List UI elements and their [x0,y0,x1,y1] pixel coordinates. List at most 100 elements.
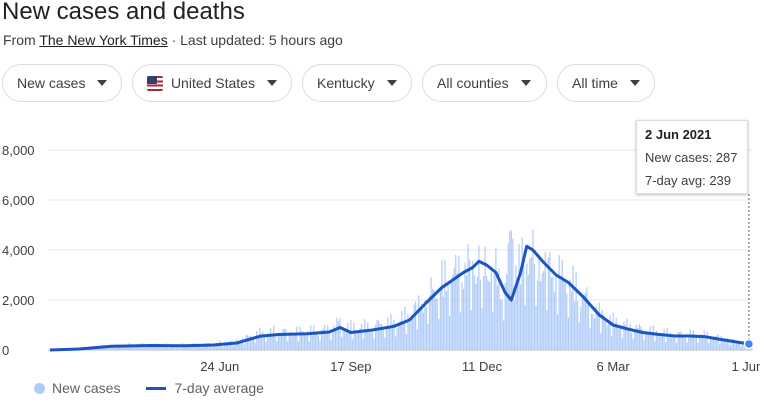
new-cases-bar [583,294,585,350]
new-cases-bar [388,327,391,350]
new-cases-bar [291,336,293,350]
new-cases-bar [648,334,650,350]
new-cases-bar [614,327,616,350]
state-dropdown-label: Kentucky [317,75,375,91]
metric-dropdown-label: New cases [17,75,86,91]
new-cases-bar [674,335,676,350]
county-dropdown[interactable]: All counties [422,64,547,102]
new-cases-bar [416,329,418,350]
new-cases-bar [654,341,656,350]
source-link[interactable]: The New York Times [39,32,168,48]
metric-dropdown[interactable]: New cases [2,64,122,102]
new-cases-bar [581,297,583,350]
new-cases-bar [751,347,753,350]
new-cases-bar [643,340,645,350]
new-cases-bar [344,330,346,350]
new-cases-bar [685,338,687,350]
new-cases-bar [649,326,651,350]
new-cases-bar [382,329,384,350]
new-cases-bar [644,334,647,350]
new-cases-bar [515,264,517,350]
new-cases-bar [629,323,631,350]
new-cases-bar [577,300,579,350]
new-cases-bar [314,333,316,350]
new-cases-bar [637,327,639,350]
new-cases-bar [462,288,465,350]
new-cases-bar [424,299,426,350]
new-cases-bar [442,296,445,350]
new-cases-bar [396,328,398,350]
new-cases-bar [351,339,353,350]
new-cases-bar [740,346,742,350]
new-cases-bar [742,344,744,350]
new-cases-bar [330,339,332,350]
new-cases-bar [395,336,397,350]
y-tick-label: 6,000 [2,193,35,208]
new-cases-bar [379,323,381,350]
new-cases-bar [467,244,469,350]
new-cases-bar [626,318,628,350]
new-cases-bar [317,335,320,350]
new-cases-bar [200,347,202,350]
new-cases-bar [419,307,421,350]
new-cases-bar [415,301,417,350]
new-cases-bar [714,336,716,350]
new-cases-bar [529,258,531,350]
new-cases-bar [361,323,363,350]
new-cases-bar [631,332,633,350]
new-cases-bar [177,345,179,350]
time-range-dropdown[interactable]: All time [557,64,655,102]
new-cases-bar [305,335,307,350]
new-cases-bar [604,321,607,350]
new-cases-bar [197,345,199,350]
new-cases-bar [265,341,267,350]
new-cases-bar [342,327,344,350]
new-cases-bar [251,338,253,350]
new-cases-bar [634,331,636,350]
new-cases-bar [229,340,232,350]
new-cases-bar [532,229,534,350]
new-cases-bar [611,336,613,350]
new-cases-bar [726,337,728,350]
new-cases-bar [594,318,596,350]
new-cases-bar [217,344,219,350]
new-cases-bar [666,328,668,350]
new-cases-bar [584,292,586,350]
state-dropdown[interactable]: Kentucky [302,64,412,102]
new-cases-bar [624,324,627,350]
new-cases-bar [359,328,361,350]
new-cases-bar [717,334,719,350]
new-cases-bar [203,344,205,350]
new-cases-bar [319,340,321,350]
y-tick-label: 0 [2,343,9,358]
new-cases-bar [486,275,488,350]
new-cases-bar [356,330,358,350]
new-cases-bar [334,327,337,350]
new-cases-bar [658,336,661,350]
new-cases-bar [692,330,694,350]
new-cases-bar [209,343,212,350]
new-cases-bar [350,320,352,350]
new-cases-bar [233,345,235,350]
new-cases-bar [216,342,218,350]
country-dropdown[interactable]: United States [132,64,292,102]
new-cases-bar [498,268,500,350]
chart-legend: New cases 7-day average [34,380,264,396]
new-cases-bar [368,332,370,350]
new-cases-bar [222,346,224,350]
new-cases-bar [174,345,176,350]
new-cases-bar [297,341,299,350]
new-cases-bar [336,317,338,350]
new-cases-bar [126,345,128,350]
new-cases-bar [263,334,266,350]
county-dropdown-label: All counties [437,75,509,91]
new-cases-bar [580,307,582,350]
new-cases-bar [703,330,705,350]
new-cases-bar [345,330,347,350]
new-cases-bar [620,328,622,350]
new-cases-bar [573,301,576,350]
new-cases-bar [92,348,94,350]
new-cases-bar [618,328,620,350]
new-cases-bar [458,256,460,350]
